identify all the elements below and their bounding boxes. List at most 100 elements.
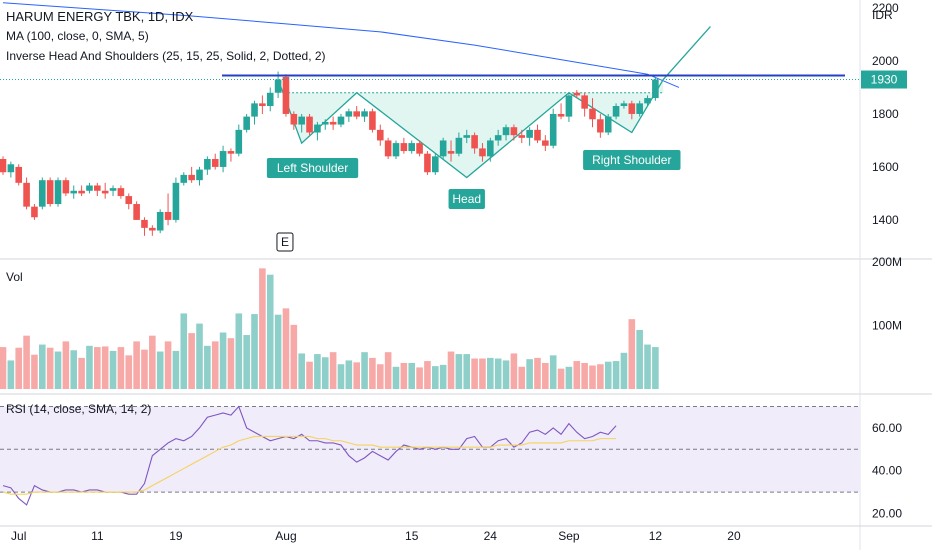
- time-tick-label: Sep: [558, 529, 580, 543]
- pattern-labels: Left Shoulder Head Right Shoulder E: [266, 150, 681, 252]
- price-tick-label: 1800: [872, 107, 899, 121]
- volume-bar: [117, 347, 125, 389]
- price-levels[interactable]: 1930: [0, 70, 907, 89]
- volume-bar: [15, 347, 23, 389]
- volume-bar: [644, 344, 651, 389]
- candle-body: [526, 129, 533, 138]
- candle-body: [211, 158, 219, 167]
- candle-body: [94, 185, 101, 191]
- candle-body: [471, 135, 478, 149]
- candle-body: [180, 174, 188, 183]
- candle-body: [227, 151, 235, 154]
- candle-body: [156, 211, 164, 231]
- volume-bar: [502, 360, 510, 389]
- volume-bar: [109, 350, 117, 389]
- candle-body: [266, 92, 274, 107]
- candle-body: [54, 180, 62, 205]
- candle-body: [542, 140, 549, 146]
- candle-body: [15, 166, 23, 183]
- candle-body: [581, 95, 588, 109]
- candle-body: [432, 156, 439, 173]
- candle-body: [518, 135, 526, 138]
- candle-body: [361, 111, 368, 117]
- volume-bar: [306, 361, 313, 389]
- volume-bar: [39, 344, 46, 389]
- price-tick-label: 1400: [872, 213, 899, 227]
- candle-body: [290, 113, 298, 125]
- ma-legend[interactable]: MA (100, close, 0, SMA, 5): [6, 29, 149, 43]
- volume-bar: [329, 352, 337, 389]
- volume-bar: [510, 353, 518, 389]
- candle-body: [494, 135, 502, 141]
- last-price-label: 1930: [871, 73, 898, 87]
- candle-body: [549, 113, 557, 146]
- axes: IDR 1400 1600 1800 2000 2200 100M 200M 20.00 40.0…: [11, 1, 902, 543]
- candle-body: [31, 206, 38, 218]
- candle-body: [23, 182, 30, 207]
- volume-bar: [321, 357, 329, 389]
- volume-bar: [211, 341, 219, 389]
- candle-body: [534, 129, 541, 141]
- candle-body: [243, 116, 250, 130]
- volume-bar: [549, 355, 557, 389]
- volume-bar: [7, 360, 15, 389]
- volume-bar: [408, 362, 416, 389]
- volume-bar: [188, 333, 195, 389]
- rsi-lines: [2, 405, 617, 506]
- pattern-label: Head: [452, 192, 481, 206]
- rsi-tick-label: 60.00: [872, 421, 902, 435]
- candle-body: [70, 190, 78, 194]
- rsi-legend[interactable]: RSI (14, close, SMA, 14, 2): [6, 402, 152, 416]
- volume-bar: [455, 354, 463, 389]
- pattern-label-box: [583, 150, 681, 170]
- volume-tick-label: 100M: [872, 319, 902, 333]
- candle-body: [109, 188, 117, 191]
- price-candles: [0, 71, 659, 236]
- candle-body: [46, 180, 54, 205]
- volume-bar: [86, 345, 93, 389]
- volume-bar: [439, 364, 447, 389]
- candle-body: [604, 116, 612, 133]
- candle-body: [274, 79, 282, 93]
- volume-bar: [432, 366, 439, 389]
- candle-body: [39, 180, 46, 207]
- volume-bar: [282, 308, 290, 389]
- candle-body: [597, 119, 604, 133]
- time-tick-label: Aug: [275, 529, 296, 543]
- candle-body: [628, 103, 636, 114]
- volume-bar: [345, 360, 353, 389]
- candle-body: [502, 127, 510, 136]
- volume-bar: [479, 358, 486, 389]
- volume-bar: [314, 354, 321, 389]
- volume-bar: [31, 354, 38, 389]
- volume-bar: [526, 359, 533, 389]
- candle-body: [337, 116, 345, 125]
- volume-bar: [620, 352, 628, 389]
- volume-bar: [125, 355, 133, 389]
- volume-bar: [274, 314, 282, 389]
- volume-bar: [141, 349, 148, 389]
- rsi-tick-label: 40.00: [872, 464, 902, 478]
- volume-legend[interactable]: Vol: [6, 270, 23, 284]
- volume-bar: [70, 350, 78, 389]
- candle-body: [117, 188, 125, 197]
- volume-bar: [227, 338, 235, 389]
- volume-bar: [581, 362, 588, 389]
- candle-body: [62, 180, 70, 194]
- volume-bar: [652, 347, 659, 389]
- price-tick-label: 2000: [872, 54, 899, 68]
- pattern-legend[interactable]: Inverse Head And Shoulders (25, 15, 25, …: [6, 49, 326, 63]
- candle-body: [439, 140, 447, 157]
- rsi-band: [0, 406, 860, 493]
- ma-100-line: [2, 2, 680, 88]
- volume-bar: [400, 362, 408, 389]
- candle-body: [188, 174, 195, 181]
- last-price-tag: [861, 70, 907, 89]
- candle-body: [612, 106, 620, 117]
- rsi-tick-label: 20.00: [872, 506, 902, 520]
- price-tick-label: 1600: [872, 160, 899, 174]
- volume-bar: [54, 351, 62, 389]
- candle-body: [424, 153, 431, 173]
- candle-body: [282, 76, 290, 114]
